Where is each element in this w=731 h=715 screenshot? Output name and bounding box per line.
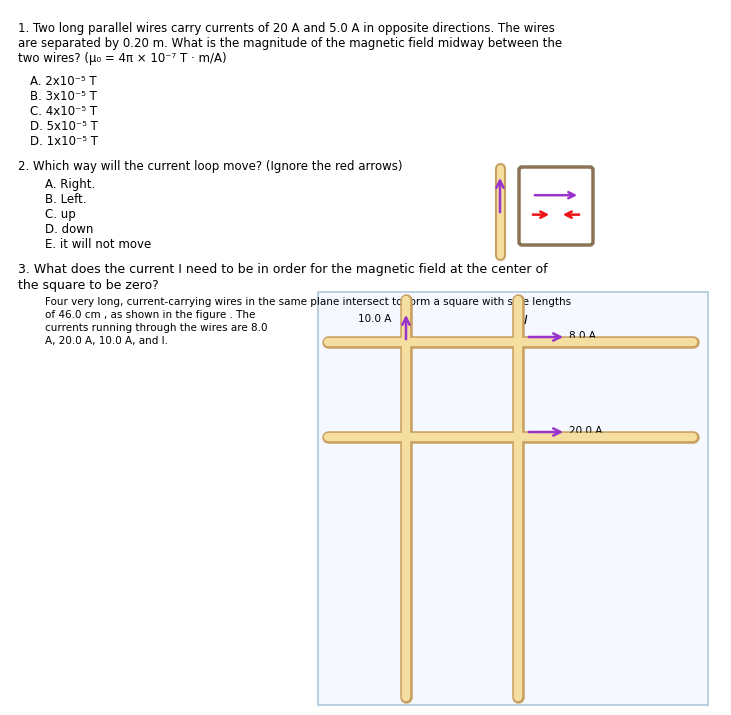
Text: 10.0 A: 10.0 A <box>358 314 391 324</box>
Text: B. Left.: B. Left. <box>45 193 86 206</box>
Text: of 46.0 cm , as shown in the figure . The: of 46.0 cm , as shown in the figure . Th… <box>45 310 255 320</box>
Text: 3. What does the current I need to be in order for the magnetic field at the cen: 3. What does the current I need to be in… <box>18 263 548 276</box>
Text: C. 4x10⁻⁵ T: C. 4x10⁻⁵ T <box>30 105 97 118</box>
Text: A. Right.: A. Right. <box>45 178 95 191</box>
Text: E. it will not move: E. it will not move <box>45 238 151 251</box>
Text: two wires? (μ₀ = 4π × 10⁻⁷ T · m/A): two wires? (μ₀ = 4π × 10⁻⁷ T · m/A) <box>18 52 227 65</box>
Text: A. 2x10⁻⁵ T: A. 2x10⁻⁵ T <box>30 75 96 88</box>
Text: 2. Which way will the current loop move? (Ignore the red arrows): 2. Which way will the current loop move?… <box>18 160 403 173</box>
Text: are separated by 0.20 m. What is the magnitude of the magnetic field midway betw: are separated by 0.20 m. What is the mag… <box>18 37 562 50</box>
Text: D. down: D. down <box>45 223 94 236</box>
Text: the square to be zero?: the square to be zero? <box>18 279 159 292</box>
Text: B. 3x10⁻⁵ T: B. 3x10⁻⁵ T <box>30 90 97 103</box>
Text: I: I <box>524 314 528 327</box>
Text: A, 20.0 A, 10.0 A, and I.: A, 20.0 A, 10.0 A, and I. <box>45 336 168 346</box>
Text: 8.0 A: 8.0 A <box>569 331 596 341</box>
FancyBboxPatch shape <box>519 167 593 245</box>
Text: 20.0 A: 20.0 A <box>569 426 602 436</box>
Text: D. 1x10⁻⁵ T: D. 1x10⁻⁵ T <box>30 135 98 148</box>
Text: currents running through the wires are 8.0: currents running through the wires are 8… <box>45 323 268 333</box>
Text: Four very long, current-carrying wires in the same plane intersect to form a squ: Four very long, current-carrying wires i… <box>45 297 571 307</box>
Text: D. 5x10⁻⁵ T: D. 5x10⁻⁵ T <box>30 120 98 133</box>
Text: 1. Two long parallel wires carry currents of 20 A and 5.0 A in opposite directio: 1. Two long parallel wires carry current… <box>18 22 555 35</box>
Bar <box>318 292 708 705</box>
Text: C. up: C. up <box>45 208 76 221</box>
